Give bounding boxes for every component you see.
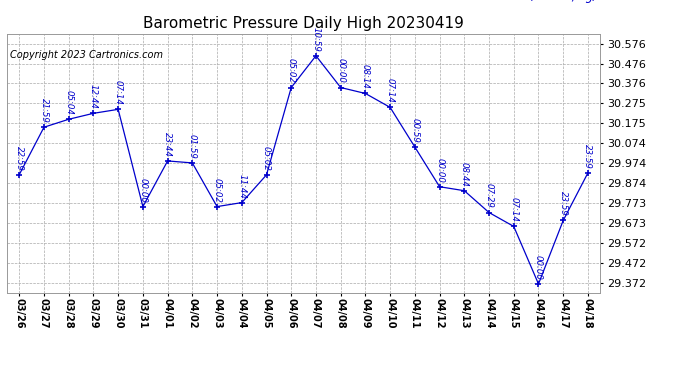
Text: 05:02: 05:02 <box>262 146 271 171</box>
Text: 00:00: 00:00 <box>139 177 148 203</box>
Text: 21:59: 21:59 <box>39 98 48 123</box>
Text: 08:44: 08:44 <box>460 162 469 186</box>
Text: 07:14: 07:14 <box>509 197 518 222</box>
Text: 07:14: 07:14 <box>386 78 395 103</box>
Text: 00:00: 00:00 <box>336 58 345 83</box>
Text: 00:00: 00:00 <box>435 158 444 183</box>
Text: 05:02: 05:02 <box>287 58 296 83</box>
Text: 07:29: 07:29 <box>484 183 493 209</box>
Title: Barometric Pressure Daily High 20230419: Barometric Pressure Daily High 20230419 <box>143 16 464 31</box>
Text: 00:59: 00:59 <box>411 118 420 143</box>
Text: Copyright 2023 Cartronics.com: Copyright 2023 Cartronics.com <box>10 50 163 60</box>
Text: 10:59: 10:59 <box>311 27 320 52</box>
Text: 01:59: 01:59 <box>188 134 197 159</box>
Text: 07:14: 07:14 <box>114 80 123 105</box>
Text: 12:44: 12:44 <box>89 84 98 109</box>
Text: 05:02: 05:02 <box>213 177 221 203</box>
Text: 08:14: 08:14 <box>361 64 370 89</box>
Text: 23:59: 23:59 <box>584 144 593 169</box>
Text: 22:59: 22:59 <box>14 146 23 171</box>
Text: 05:04: 05:04 <box>64 90 73 115</box>
Text: 11:44: 11:44 <box>237 174 246 198</box>
Text: 23:59: 23:59 <box>559 191 568 216</box>
Text: Pressure  (Inches/Hg): Pressure (Inches/Hg) <box>471 0 598 3</box>
Text: 00:00: 00:00 <box>534 255 543 280</box>
Text: 23:44: 23:44 <box>163 132 172 157</box>
